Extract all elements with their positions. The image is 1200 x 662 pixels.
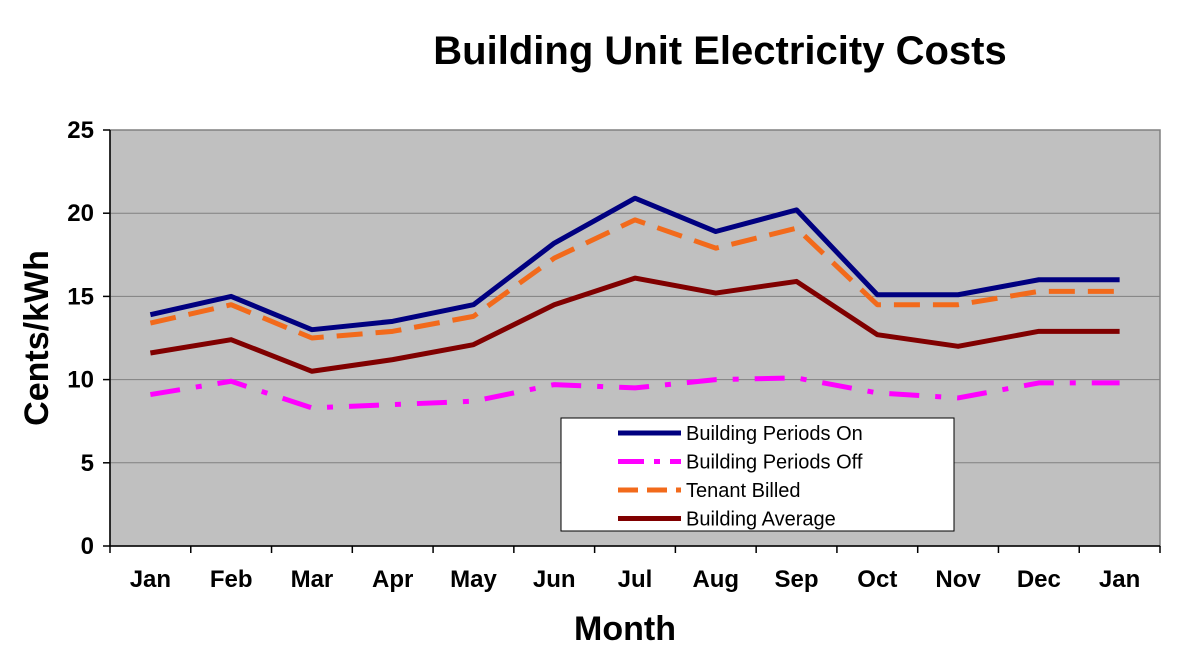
y-tick-label: 20 [67, 200, 94, 227]
legend: Building Periods On Building Periods Off T… [560, 417, 955, 532]
series-line-1 [149, 195, 1120, 333]
x-tick-label: Jun [533, 566, 576, 593]
y-tick-label: 25 [67, 117, 94, 144]
x-tick-label: Oct [857, 566, 897, 593]
x-tick-label: Jan [1099, 566, 1140, 593]
x-tick-label: Dec [1017, 566, 1061, 593]
x-tick-label: Jul [618, 566, 653, 593]
x-tick-labels: Jan Feb Mar Apr May Jun Jul Aug Sep Oct Nov Dec Jan [130, 566, 1141, 593]
y-tick-label: 0 [81, 533, 94, 560]
x-tick-label: Apr [372, 566, 413, 593]
chart-title: Building Unit Electricity Costs [433, 29, 1006, 73]
legend-box [560, 417, 955, 532]
legend-label: Building Average [686, 509, 836, 531]
series-line-4 [149, 275, 1120, 374]
x-tick-label: Aug [692, 566, 739, 593]
x-tick-label: Feb [210, 566, 253, 593]
series-line-3 [149, 217, 1120, 341]
y-tick-label: 5 [81, 450, 94, 477]
axes [103, 129, 1161, 553]
legend-label: Building Periods On [686, 423, 863, 445]
series-line-2 [149, 375, 1120, 411]
x-axis-title: Month [574, 610, 676, 648]
y-tick-label: 10 [67, 367, 94, 394]
y-tick-label: 15 [67, 283, 94, 310]
x-tick-label: Mar [291, 566, 334, 593]
x-tick-label: Nov [935, 566, 981, 593]
x-tick-label: May [450, 566, 497, 593]
x-tick-label: Jan [130, 566, 171, 593]
y-tick-labels: 0 5 10 15 20 25 [67, 117, 94, 560]
legend-label: Tenant Billed [686, 480, 801, 502]
series-lines [149, 195, 1120, 411]
y-axis-title: Cents/kWh [18, 250, 56, 426]
x-tick-label: Sep [775, 566, 819, 593]
legend-label: Building Periods Off [686, 452, 863, 474]
